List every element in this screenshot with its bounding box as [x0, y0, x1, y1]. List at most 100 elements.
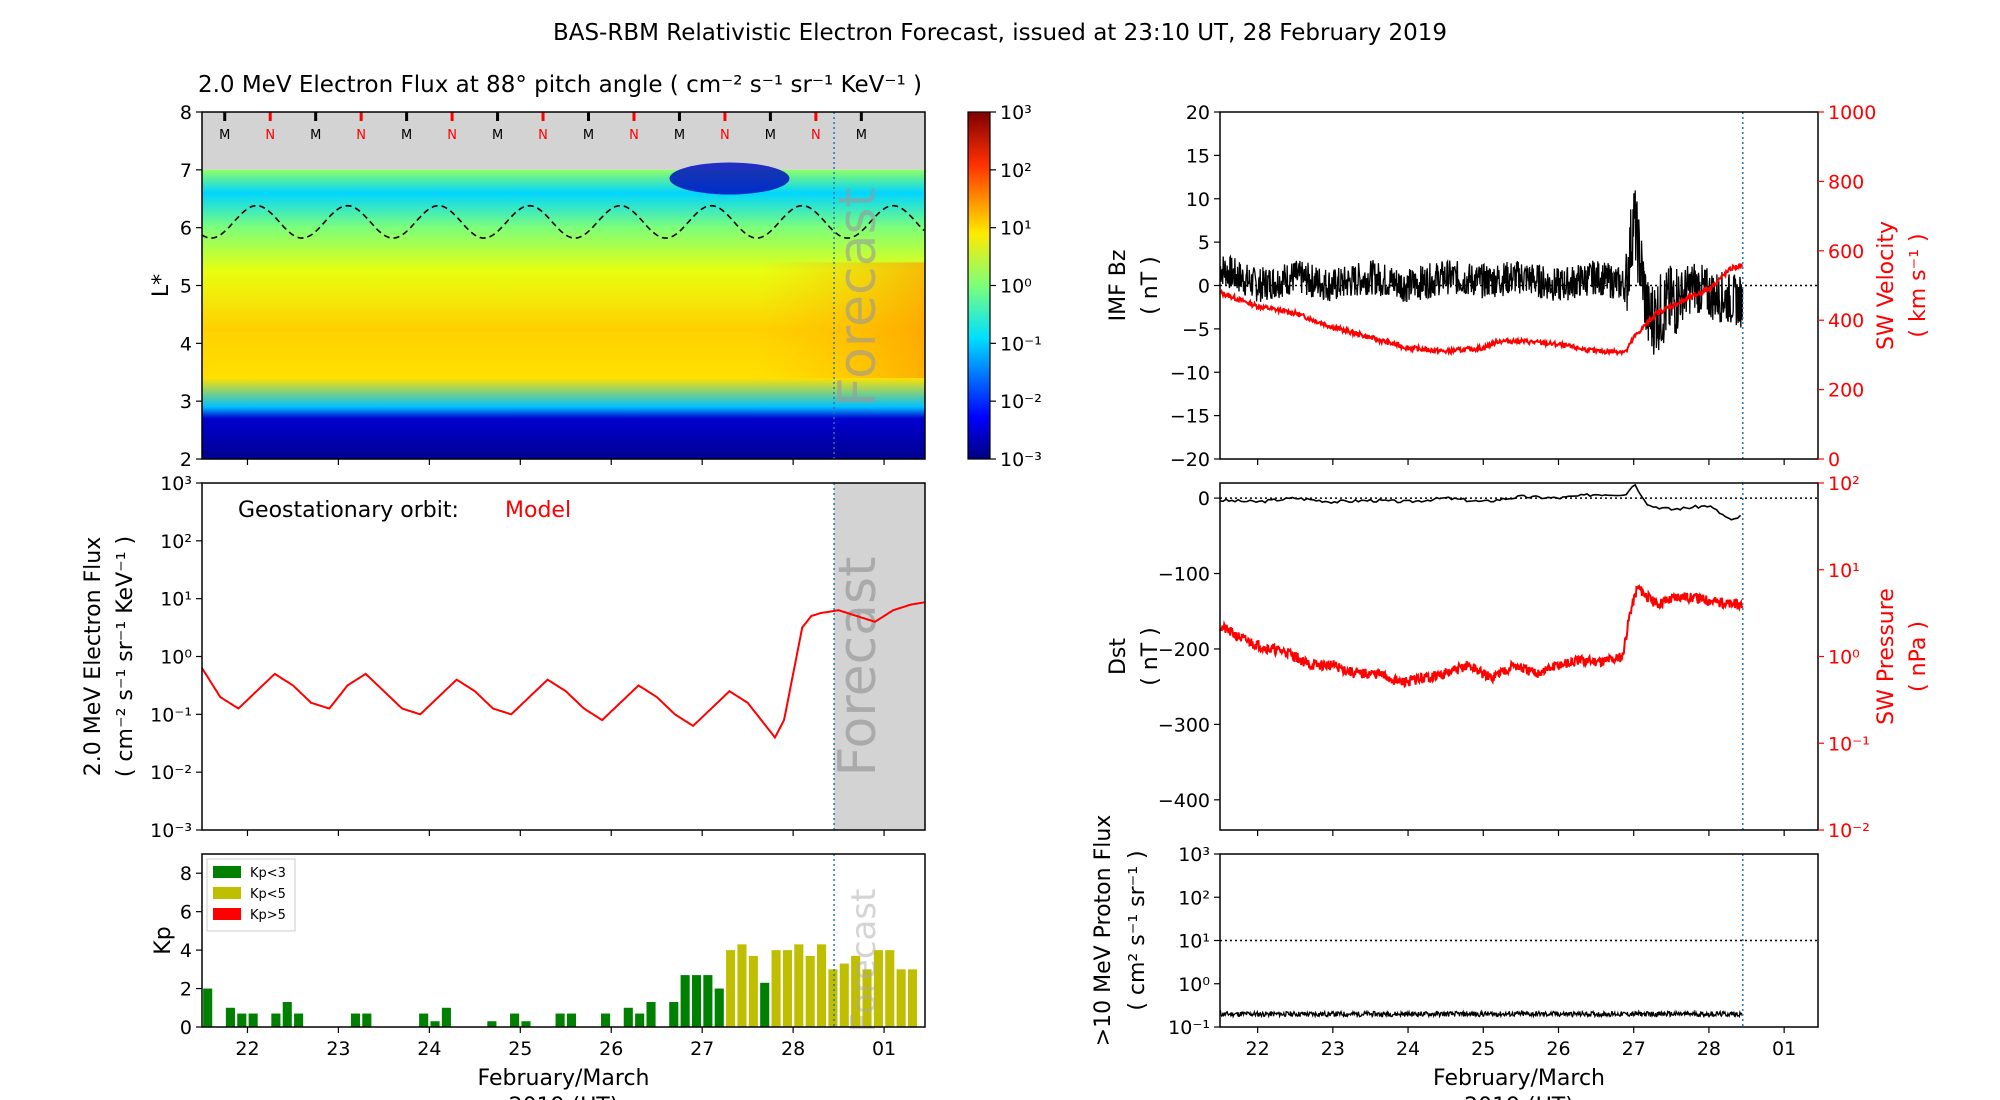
y-tick-label: 6 — [180, 902, 192, 924]
y-tick-label: 4 — [180, 333, 192, 355]
x-tick-label: 24 — [1396, 1038, 1420, 1060]
kp-bar — [294, 1013, 304, 1027]
x-axis-label: February/March — [1433, 1066, 1605, 1091]
proton-frame — [1219, 853, 1819, 1028]
kp-bar — [760, 982, 770, 1027]
sw-velocity-line — [1219, 263, 1743, 357]
proton-flux-line — [1219, 1008, 1743, 1019]
kp-bar — [873, 950, 883, 1027]
kp-bar — [907, 969, 918, 1027]
dst-line — [1219, 483, 1742, 521]
kp-bar — [885, 950, 895, 1027]
y-tick-label: 10⁻¹ — [1168, 1017, 1210, 1039]
x-tick-label: 01 — [1772, 1038, 1796, 1060]
kp-bar — [203, 988, 213, 1027]
y-tick-label-right: 600 — [1828, 241, 1864, 263]
forecast-label: Forecast — [828, 187, 888, 407]
colorbar-tick-label: 10⁻² — [1000, 391, 1042, 413]
y-tick-label: −200 — [1158, 639, 1210, 661]
mn-marker-label: M — [219, 128, 230, 143]
dst-panel: 0 −100 −200 −300 −400 10² 10¹ 10⁰ 10⁻¹ 10⁻² Dst ( n… — [1106, 473, 1931, 842]
y-tick-label: −400 — [1158, 790, 1210, 812]
mn-marker-label: N — [629, 128, 639, 143]
y-tick-label-right: 10¹ — [1828, 560, 1860, 582]
kp-bar — [851, 955, 861, 1027]
mn-marker-label: M — [310, 128, 321, 143]
mn-marker-label: M — [765, 128, 776, 143]
y-tick-label: 15 — [1186, 145, 1210, 167]
kp-bar — [566, 1013, 577, 1027]
kp-bar — [828, 969, 838, 1027]
y-axis-label-right-units: ( km s⁻¹ ) — [1906, 233, 1931, 337]
y-tick-label: 10⁻³ — [150, 820, 192, 842]
kp-bar — [862, 969, 872, 1027]
model-label: Model — [505, 498, 571, 523]
geo-frame — [201, 482, 926, 831]
y-tick-label: −20 — [1170, 449, 1210, 471]
x-tick-label: 26 — [599, 1038, 623, 1060]
kp-bar — [691, 975, 702, 1027]
x-tick-label: 27 — [690, 1038, 714, 1060]
flux-dropout — [669, 162, 790, 195]
colorbar-tick-label: 10² — [1000, 160, 1032, 182]
kp-bar — [680, 975, 690, 1027]
forecast-label: Forecast — [828, 556, 888, 776]
kp-bar — [237, 1013, 247, 1027]
colorbar — [967, 111, 991, 460]
sw-pressure-line — [1219, 583, 1744, 689]
kp-bar — [817, 944, 827, 1027]
mn-marker-label: N — [720, 128, 730, 143]
y-tick-label: 0 — [1198, 276, 1210, 298]
y-tick-label-right: 200 — [1828, 380, 1864, 402]
mn-marker-label: N — [447, 128, 457, 143]
kp-bar — [896, 969, 906, 1027]
kp-bar — [225, 1007, 235, 1027]
y-axis-label-right: SW Velocity — [1874, 221, 1899, 350]
y-tick-label-right: 1000 — [1828, 102, 1876, 124]
colorbar-tick-label: 10⁰ — [1000, 276, 1032, 298]
y-tick-label-right: 0 — [1828, 449, 1840, 471]
kp-legend: Kp<3 Kp<5 Kp>5 — [206, 858, 296, 932]
y-tick-label: 2 — [180, 449, 192, 471]
y-axis-label-units: ( cm² s⁻¹ sr⁻¹ ) — [1125, 850, 1150, 1010]
y-axis-label: 2.0 MeV Electron Flux — [81, 537, 106, 777]
forecast-label: Forecast — [844, 889, 884, 1033]
legend-label: Kp<3 — [250, 866, 286, 881]
x-tick-label: 25 — [508, 1038, 532, 1060]
kp-bar — [419, 1013, 429, 1027]
kp-bar — [771, 950, 781, 1027]
heatmap-panel: M N M N M N M N M N M N M N M Forecast 2 3 4 5 6 7 8 L* 2.0 MeV … — [149, 72, 1042, 471]
y-axis-label: Kp — [151, 926, 176, 954]
y-tick-label: 4 — [180, 940, 192, 962]
y-tick-label: 10⁰ — [1178, 974, 1210, 996]
y-tick-label: 10 — [1186, 189, 1210, 211]
kp-bar — [555, 1013, 565, 1027]
no-data-band — [202, 112, 925, 170]
x-tick-label: 22 — [1246, 1038, 1270, 1060]
mn-marker-label: N — [356, 128, 366, 143]
x-axis-label: February/March — [478, 1066, 650, 1091]
geo-lstar-curve — [201, 204, 925, 239]
legend-swatch — [213, 887, 241, 899]
x-tick-label: 23 — [326, 1038, 350, 1060]
y-tick-label: 0 — [180, 1017, 192, 1039]
proton-panel: 10³ 10² 10¹ 10⁰ 10⁻¹ 22 23 24 25 26 27 28 01 February… — [1091, 815, 1819, 1100]
kp-bar — [635, 1013, 645, 1027]
imf-panel: 20 15 10 5 0 −5 −10 −15 −20 1000 800 600 400 200 0 IMF … — [1106, 102, 1931, 471]
kp-bar — [350, 1013, 361, 1027]
kp-bar — [646, 1002, 656, 1027]
kp-bar — [805, 955, 815, 1027]
y-tick-label: −300 — [1158, 714, 1210, 736]
y-axis-label: Dst — [1106, 638, 1131, 675]
kp-bar — [623, 1007, 633, 1027]
x-tick-label: 24 — [417, 1038, 441, 1060]
y-tick-label: 0 — [1198, 488, 1210, 510]
flux-panel-title: 2.0 MeV Electron Flux at 88° pitch angle… — [198, 72, 922, 98]
y-tick-label: 10² — [1178, 887, 1210, 909]
y-tick-label: 8 — [180, 102, 192, 124]
mn-marker-label: N — [811, 128, 821, 143]
x-tick-label: 26 — [1546, 1038, 1570, 1060]
x-tick-label: 01 — [872, 1038, 896, 1060]
